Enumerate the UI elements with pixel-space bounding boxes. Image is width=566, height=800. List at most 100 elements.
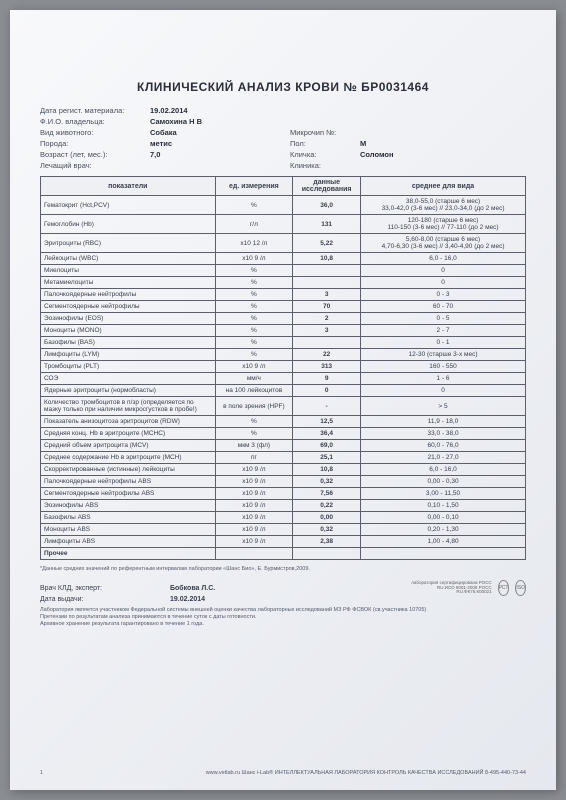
page-footer: 1 www.vetlab.ru Шанс i-Lab® ИНТЕЛЛЕКТУАЛ…	[40, 770, 526, 776]
table-row: Эозинофилы (EOS)%20 - 5	[41, 313, 526, 325]
results-table: показатели ед. измерения данные исследов…	[40, 176, 526, 560]
param-ref: 12-30 (старше 3-х мес)	[361, 349, 526, 361]
signature-block: Врач КЛД, эксперт: Бобкова Л.С. лаборато…	[40, 580, 526, 603]
param-unit: x10 9 /л	[215, 500, 293, 512]
param-name: Базофилы (BAS)	[41, 337, 216, 349]
cert-text: лаборатория сертифицирована РОСС RU.ИСО …	[406, 581, 492, 596]
param-name: Ядерные эритроциты (нормобласты)	[41, 385, 216, 397]
param-unit: %	[215, 337, 293, 349]
table-row: Сегментоядерные нейтрофилы%7060 - 70	[41, 301, 526, 313]
param-value: 7,56	[293, 488, 361, 500]
param-value: -	[293, 397, 361, 416]
col-ref: среднее для вида	[361, 177, 526, 196]
param-unit: x10 9 /л	[215, 253, 293, 265]
param-unit: x10 9 /л	[215, 476, 293, 488]
param-name: Средняя конц. Hb в эритроците (MCHC)	[41, 428, 216, 440]
param-ref: 38,0-55,0 (старше 6 мес)33,0-42,0 (3-6 м…	[361, 196, 526, 215]
param-name: Лимфоциты ABS	[41, 536, 216, 548]
param-ref: 1,00 - 4,80	[361, 536, 526, 548]
param-value: 3	[293, 325, 361, 337]
param-value: 10,8	[293, 253, 361, 265]
param-unit: %	[215, 349, 293, 361]
param-value: 70	[293, 301, 361, 313]
param-value: 313	[293, 361, 361, 373]
table-row: Количество тромбоцитов в п/зр (определяе…	[41, 397, 526, 416]
param-unit: %	[215, 277, 293, 289]
param-name: Эритроциты (RBC)	[41, 234, 216, 253]
owner-value: Самохина Н В	[150, 117, 290, 126]
clinic-value	[360, 161, 526, 170]
param-value: 3	[293, 289, 361, 301]
param-value: 0,00	[293, 512, 361, 524]
breed-label: Порода:	[40, 139, 150, 148]
age-label: Возраст (лет, мес.):	[40, 150, 150, 159]
table-row: Лимфоциты ABSx10 9 /л2,381,00 - 4,80	[41, 536, 526, 548]
param-unit: %	[215, 289, 293, 301]
param-name: Миелоциты	[41, 265, 216, 277]
table-row: Метамиелоциты%0	[41, 277, 526, 289]
table-row: Палочкоядерные нейтрофилы%30 - 3	[41, 289, 526, 301]
param-value: 5,22	[293, 234, 361, 253]
param-unit: мм/ч	[215, 373, 293, 385]
param-unit: мкм 3 (фл)	[215, 440, 293, 452]
param-ref: 0,10 - 1,50	[361, 500, 526, 512]
param-ref: 6,0 - 16,0	[361, 253, 526, 265]
param-ref: 11,9 - 18,0	[361, 416, 526, 428]
param-unit: x10 9 /л	[215, 512, 293, 524]
param-ref: 0 - 5	[361, 313, 526, 325]
param-unit: x10 9 /л	[215, 524, 293, 536]
table-row: Средний объем эритроцита (MCV)мкм 3 (фл)…	[41, 440, 526, 452]
issued-value: 19.02.2014	[170, 596, 406, 603]
table-row: Сегментоядерные нейтрофилы ABSx10 9 /л7,…	[41, 488, 526, 500]
table-row: Моноциты ABSx10 9 /л0,320,20 - 1,30	[41, 524, 526, 536]
param-ref: 0,00 - 0,10	[361, 512, 526, 524]
param-unit: %	[215, 196, 293, 215]
date-label: Дата регист. материала:	[40, 106, 150, 115]
param-value: 36,4	[293, 428, 361, 440]
param-ref: 60,0 - 76,0	[361, 440, 526, 452]
report-title: КЛИНИЧЕСКИЙ АНАЛИЗ КРОВИ № БР0031464	[40, 80, 526, 94]
param-value: 0,32	[293, 476, 361, 488]
table-row: СОЭмм/ч91 - 6	[41, 373, 526, 385]
issued-label: Дата выдачи:	[40, 596, 170, 603]
table-row: Ядерные эритроциты (нормобласты)на 100 л…	[41, 385, 526, 397]
param-name: Палочкоядерные нейтрофилы	[41, 289, 216, 301]
doctor-label: Лечащий врач:	[40, 161, 150, 170]
sex-value: М	[360, 139, 526, 148]
fine-line: Архивное хранение результата гарантирова…	[40, 621, 526, 628]
date-value: 19.02.2014	[150, 106, 290, 115]
fine-line: Претензии по результатам анализа принима…	[40, 614, 526, 621]
fine-print: Лаборатория является участником Федераль…	[40, 607, 526, 628]
table-row: Лимфоциты (LYM)%2212-30 (старше 3-х мес)	[41, 349, 526, 361]
param-name: Метамиелоциты	[41, 277, 216, 289]
param-name: Лейкоциты (WBC)	[41, 253, 216, 265]
param-value: 25,1	[293, 452, 361, 464]
species-value: Собака	[150, 128, 290, 137]
param-name: Сегментоядерные нейтрофилы	[41, 301, 216, 313]
param-ref: 2 - 7	[361, 325, 526, 337]
param-ref: 6,0 - 16,0	[361, 464, 526, 476]
param-name: Эозинофилы (EOS)	[41, 313, 216, 325]
clinic-label: Клиника:	[290, 161, 360, 170]
table-row: Эритроциты (RBC)x10 12 /л5,225,60-8,00 (…	[41, 234, 526, 253]
report-sheet: КЛИНИЧЕСКИЙ АНАЛИЗ КРОВИ № БР0031464 Дат…	[10, 10, 556, 790]
param-ref: 120-180 (старше 6 мес)110-150 (3-6 мес) …	[361, 215, 526, 234]
param-name: Палочкоядерные нейтрофилы ABS	[41, 476, 216, 488]
param-unit: пг	[215, 452, 293, 464]
table-row: Палочкоядерные нейтрофилы ABSx10 9 /л0,3…	[41, 476, 526, 488]
table-row: Показатель анизоцитоза эритроцитов (RDW)…	[41, 416, 526, 428]
param-unit: %	[215, 428, 293, 440]
age-value: 7,0	[150, 150, 290, 159]
cert-mark-icon: РСТ	[498, 580, 510, 596]
owner-label: Ф.И.О. владельца:	[40, 117, 150, 126]
expert-value: Бобкова Л.С.	[170, 585, 406, 592]
param-unit: %	[215, 325, 293, 337]
param-value: 22	[293, 349, 361, 361]
param-name: Средний объем эритроцита (MCV)	[41, 440, 216, 452]
param-unit: x10 9 /л	[215, 536, 293, 548]
param-unit: %	[215, 313, 293, 325]
param-unit: г/л	[215, 215, 293, 234]
param-name: Показатель анизоцитоза эритроцитов (RDW)	[41, 416, 216, 428]
param-value: 2,38	[293, 536, 361, 548]
param-value: 131	[293, 215, 361, 234]
